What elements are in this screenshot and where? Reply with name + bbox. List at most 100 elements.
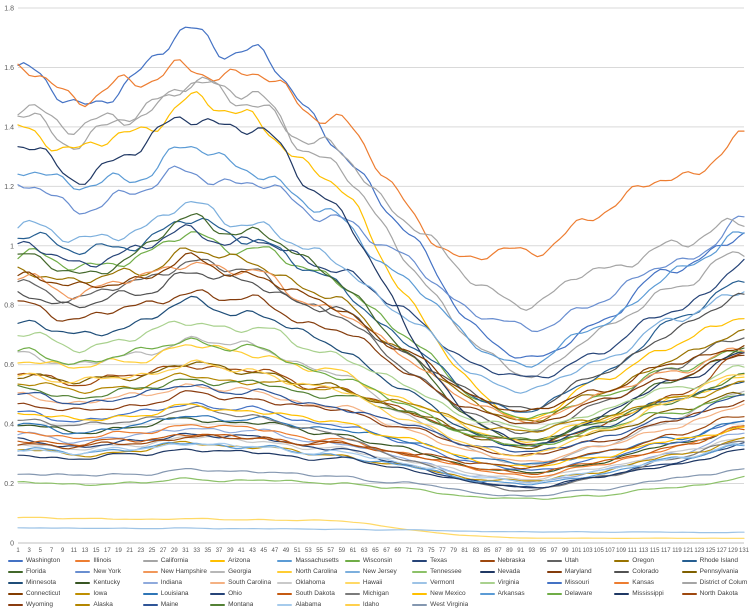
legend-item-texas[interactable]: Texas	[412, 557, 477, 565]
series-line-connecticut[interactable]	[17, 252, 745, 412]
legend-item-massachusetts[interactable]: Massachusetts	[277, 557, 342, 565]
legend-item-colorado[interactable]: Colorado	[614, 568, 679, 576]
legend-item-alabama[interactable]: Alabama	[277, 601, 342, 609]
series-line-hawaii[interactable]	[17, 516, 745, 539]
legend-item-new-mexico[interactable]: New Mexico	[412, 590, 477, 598]
series-line-new-mexico[interactable]	[17, 403, 745, 468]
legend-item-nebraska[interactable]: Nebraska	[479, 557, 545, 565]
legend-item-tennessee[interactable]: Tennessee	[412, 568, 477, 576]
series-line-idaho[interactable]	[17, 359, 745, 457]
legend-item-new-hampshire[interactable]: New Hampshire	[142, 568, 208, 576]
series-line-new-jersey[interactable]	[17, 201, 745, 394]
legend-item-connecticut[interactable]: Connecticut	[8, 590, 73, 598]
legend-item-hawaii[interactable]: Hawaii	[344, 579, 410, 587]
series-line-north-carolina[interactable]	[17, 344, 745, 443]
series-line-maine[interactable]	[17, 384, 745, 453]
legend-item-kentucky[interactable]: Kentucky	[75, 579, 140, 587]
legend-item-florida[interactable]: Florida	[8, 568, 73, 576]
legend-item-oklahoma[interactable]: Oklahoma	[277, 579, 342, 587]
series-line-ohio[interactable]	[17, 432, 745, 489]
legend-item-ohio[interactable]: Ohio	[210, 590, 275, 598]
legend-item-mississippi[interactable]: Mississippi	[614, 590, 679, 598]
legend-item-oregon[interactable]: Oregon	[614, 557, 679, 565]
series-line-colorado[interactable]	[17, 271, 745, 410]
legend-item-wyoming[interactable]: Wyoming	[8, 601, 73, 609]
legend-item-pennsylvania[interactable]: Pennsylvania	[681, 568, 747, 576]
legend-item-maryland[interactable]: Maryland	[546, 568, 612, 576]
series-line-pennsylvania[interactable]	[17, 361, 745, 450]
series-line-new-hampshire[interactable]	[17, 261, 745, 424]
series-line-illinois[interactable]	[17, 59, 745, 261]
legend-label: Wisconsin	[362, 557, 393, 564]
series-line-vermont[interactable]	[17, 527, 745, 534]
legend-item-louisiana[interactable]: Louisiana	[142, 590, 208, 598]
series-line-district-of-columbia[interactable]	[17, 80, 745, 311]
series-line-alabama[interactable]	[17, 442, 745, 484]
legend-item-district-of-columbia[interactable]: District of Columbia	[681, 579, 747, 587]
series-line-delaware[interactable]	[17, 337, 745, 447]
series-line-north-dakota[interactable]	[17, 416, 745, 470]
legend-item-washington[interactable]: Washington	[8, 557, 73, 565]
legend-item-minnesota[interactable]: Minnesota	[8, 579, 73, 587]
legend-item-missouri[interactable]: Missouri	[546, 579, 612, 587]
series-line-mississippi[interactable]	[17, 448, 745, 489]
series-line-oregon[interactable]	[17, 247, 745, 422]
series-line-georgia[interactable]	[17, 335, 745, 466]
series-line-nevada[interactable]	[17, 116, 745, 447]
legend-item-georgia[interactable]: Georgia	[210, 568, 275, 576]
legend-item-south-carolina[interactable]: South Carolina	[210, 579, 275, 587]
x-tick-label: 117	[661, 548, 671, 554]
legend-item-utah[interactable]: Utah	[546, 557, 612, 565]
legend-item-delaware[interactable]: Delaware	[546, 590, 612, 598]
legend-item-maine[interactable]: Maine	[142, 601, 208, 609]
series-line-california[interactable]	[17, 76, 745, 379]
legend-item-michigan[interactable]: Michigan	[344, 590, 410, 598]
legend-item-vermont[interactable]: Vermont	[412, 579, 477, 587]
legend-item-nevada[interactable]: Nevada	[479, 568, 545, 576]
series-line-wyoming[interactable]	[17, 390, 745, 457]
legend-item-south-dakota[interactable]: South Dakota	[277, 590, 342, 598]
series-line-montana[interactable]	[17, 372, 745, 442]
series-line-south-carolina[interactable]	[17, 383, 745, 463]
legend-item-north-dakota[interactable]: North Dakota	[681, 590, 747, 598]
legend-item-montana[interactable]: Montana	[210, 601, 275, 609]
series-line-massachusetts[interactable]	[17, 146, 745, 368]
legend-label: Washington	[26, 557, 61, 564]
legend-item-iowa[interactable]: Iowa	[75, 590, 140, 598]
series-line-kentucky[interactable]	[17, 417, 745, 474]
legend-item-wisconsin[interactable]: Wisconsin	[344, 557, 410, 565]
legend-label: Arizona	[228, 557, 251, 564]
series-line-maryland[interactable]	[17, 289, 745, 425]
legend-item-west-virginia[interactable]: West Virginia	[412, 601, 477, 609]
series-line-west-virginia[interactable]	[17, 468, 745, 497]
series-line-new-york[interactable]	[17, 165, 745, 333]
legend-item-arkansas[interactable]: Arkansas	[479, 590, 545, 598]
legend-item-alaska[interactable]: Alaska	[75, 601, 140, 609]
legend-item-new-jersey[interactable]: New Jersey	[344, 568, 410, 576]
legend-item-kansas[interactable]: Kansas	[614, 579, 679, 587]
x-tick-label: 113	[639, 548, 649, 554]
series-line-alaska[interactable]	[17, 372, 745, 433]
series-line-oklahoma[interactable]	[17, 435, 745, 481]
series-line-florida[interactable]	[17, 213, 745, 441]
legend-item-arizona[interactable]: Arizona	[210, 557, 275, 565]
series-line-washington[interactable]	[17, 26, 745, 359]
x-tick-label: 57	[327, 548, 334, 554]
series-line-michigan[interactable]	[17, 405, 745, 492]
legend-item-idaho[interactable]: Idaho	[344, 601, 410, 609]
legend-item-indiana[interactable]: Indiana	[142, 579, 208, 587]
series-line-arizona[interactable]	[17, 91, 745, 420]
legend-label: Minnesota	[26, 579, 56, 586]
series-line-virginia[interactable]	[17, 320, 745, 431]
legend-item-california[interactable]: California	[142, 557, 208, 565]
legend-item-new-york[interactable]: New York	[75, 568, 140, 576]
legend-item-north-carolina[interactable]: North Carolina	[277, 568, 342, 576]
series-line-rhode-island[interactable]	[17, 217, 745, 413]
series-line-wisconsin[interactable]	[17, 231, 745, 420]
legend-line-swatch-icon	[546, 593, 562, 595]
legend-item-illinois[interactable]: Illinois	[75, 557, 140, 565]
series-line-minnesota[interactable]	[17, 295, 745, 447]
legend-item-rhode-island[interactable]: Rhode Island	[681, 557, 747, 565]
legend-item-virginia[interactable]: Virginia	[479, 579, 545, 587]
series-line-tennessee[interactable]	[17, 475, 745, 500]
